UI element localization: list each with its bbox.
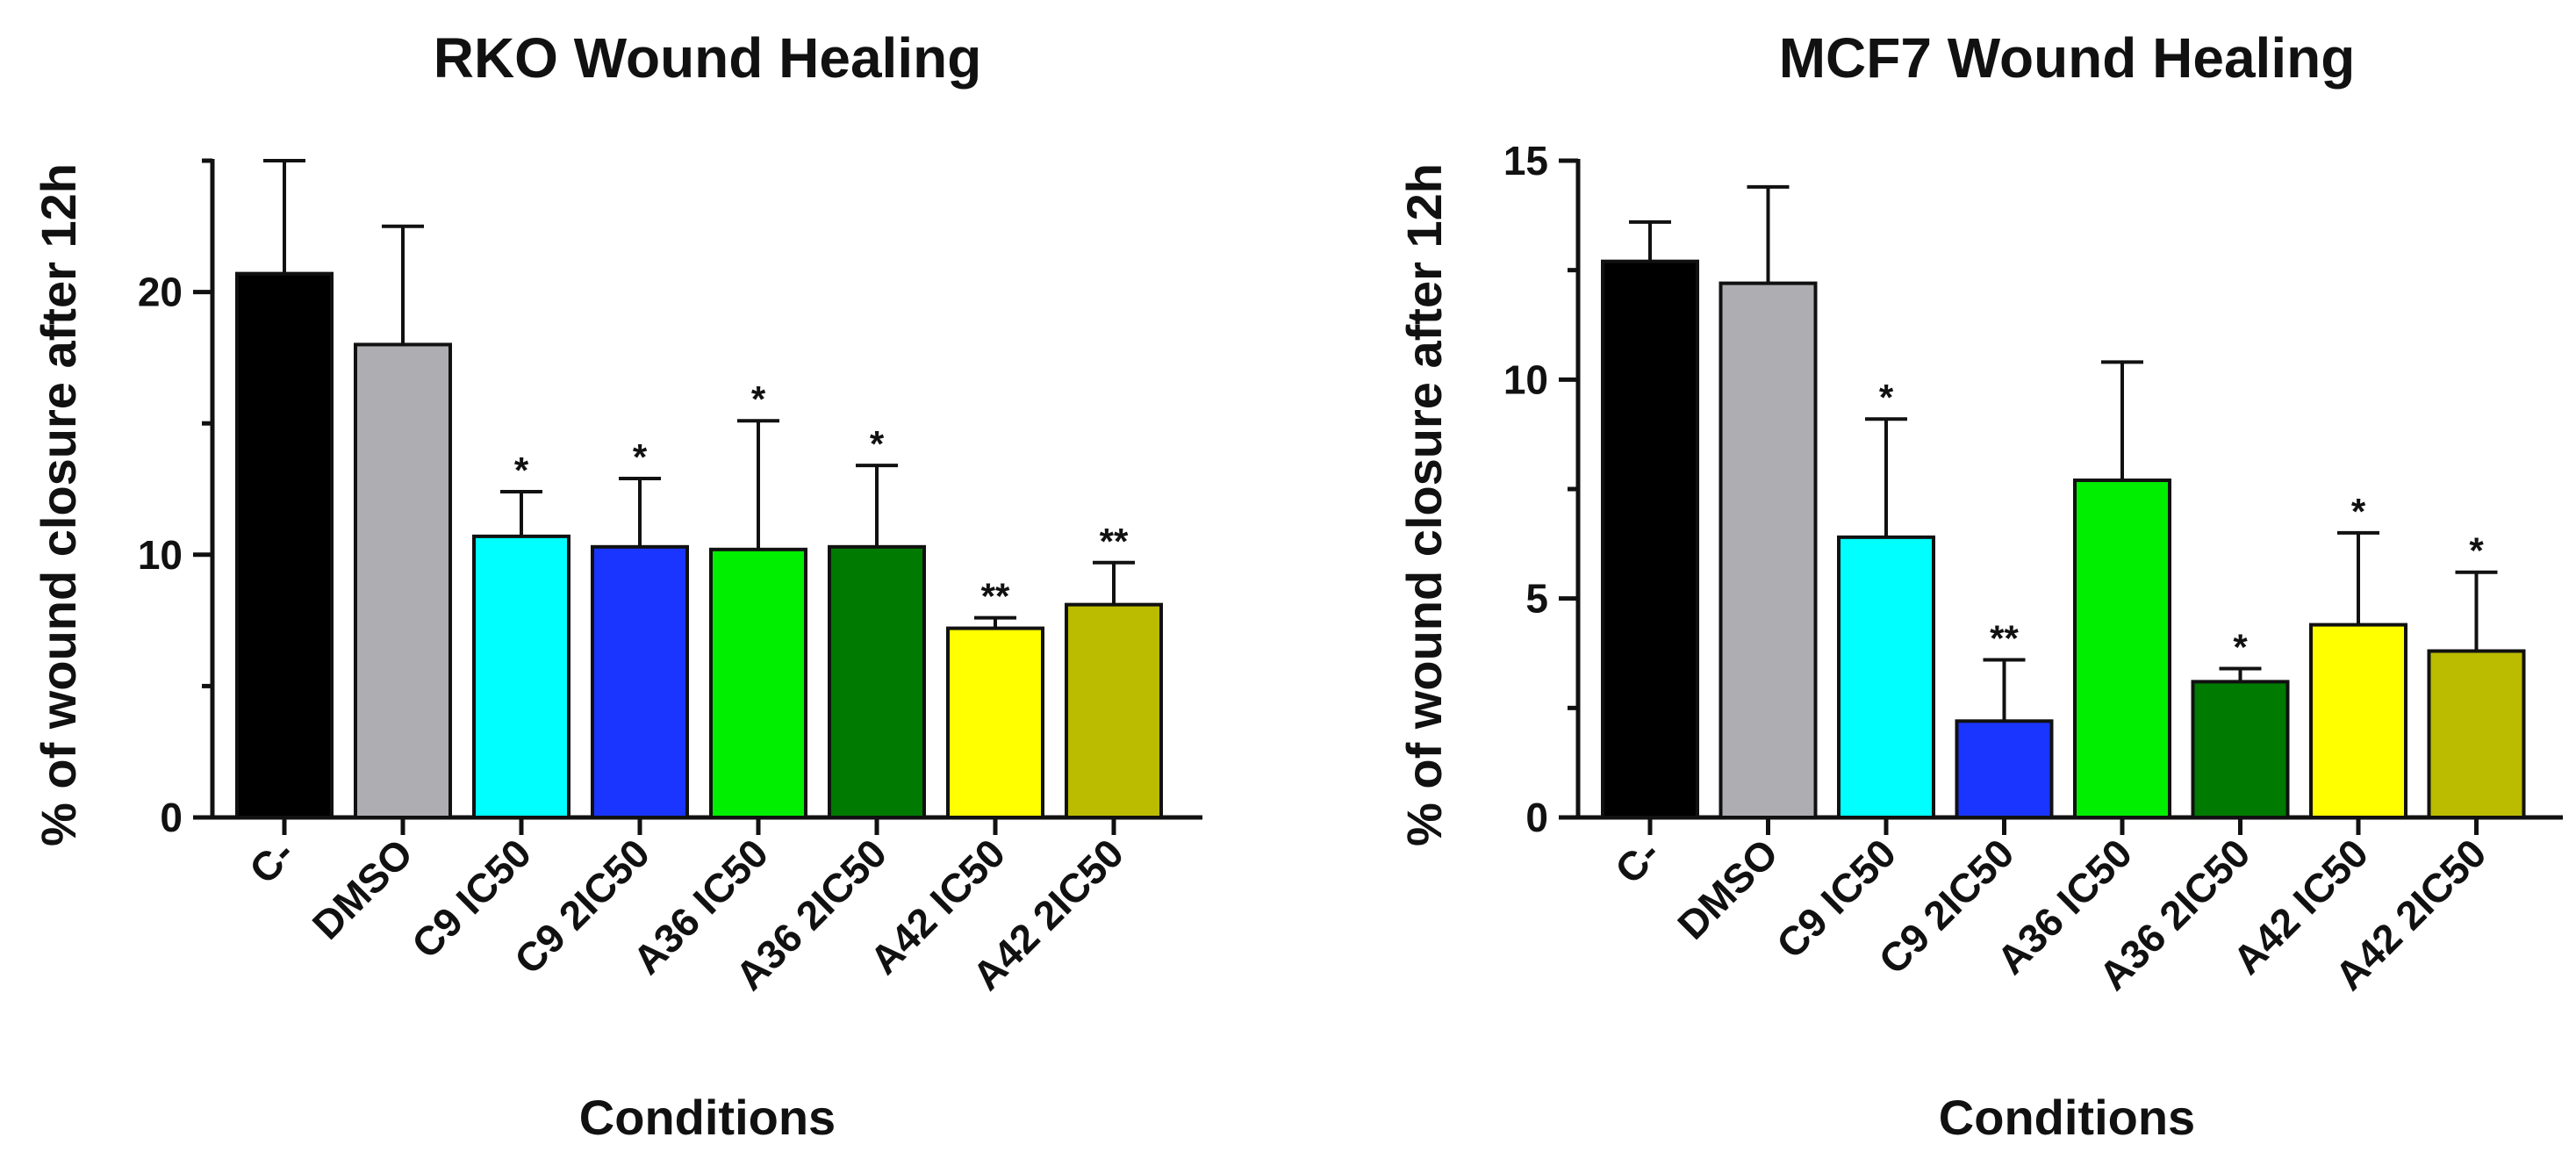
x-tick-label: C- (1606, 830, 1668, 892)
bar (1955, 719, 2054, 819)
significance-label: * (633, 436, 648, 478)
significance-label: * (1879, 377, 1894, 418)
bar (709, 547, 807, 819)
y-tick-label: 5 (1525, 576, 1548, 622)
rko-chart: RKO Wound Healing % of wound closure aft… (31, 26, 1202, 1145)
significance-label: * (2233, 626, 2248, 667)
significance-label: * (2351, 491, 2366, 532)
bar (591, 544, 689, 819)
bar (354, 342, 452, 819)
bar (946, 626, 1044, 819)
y-tick-label: 0 (160, 795, 183, 840)
bar (2191, 680, 2290, 819)
bar (828, 544, 926, 819)
significance-label: * (870, 423, 885, 464)
x-axis-label: Conditions (1939, 1090, 2195, 1145)
y-axis-label: % of wound closure after 12h (31, 163, 86, 846)
bar (2427, 649, 2526, 819)
significance-label: * (751, 378, 766, 420)
bar (472, 534, 570, 820)
significance-label: ** (1990, 617, 2019, 659)
x-tick-label: DMSO (1668, 830, 1786, 947)
x-axis-label: Conditions (579, 1090, 836, 1145)
bar (1601, 259, 1699, 819)
y-tick-label: 10 (138, 532, 183, 578)
y-tick-label: 15 (1503, 138, 1548, 184)
y-tick-label: 20 (138, 270, 183, 315)
bar (2309, 623, 2407, 819)
x-tick-label: DMSO (304, 830, 421, 947)
bar (2073, 479, 2171, 819)
mcf7-chart: MCF7 Wound Healing % of wound closure af… (1396, 26, 2563, 1145)
bar (1719, 281, 1818, 820)
chart-title: RKO Wound Healing (434, 26, 982, 90)
y-tick-label: 10 (1503, 356, 1548, 402)
bar (235, 271, 334, 819)
significance-label: * (2469, 530, 2484, 572)
significance-label: ** (981, 576, 1010, 617)
y-axis-label: % of wound closure after 12h (1396, 163, 1452, 846)
bar (1065, 602, 1163, 820)
bar (1837, 535, 1935, 819)
y-tick-label: 0 (1525, 795, 1548, 840)
significance-label: ** (1100, 521, 1129, 562)
chart-title: MCF7 Wound Healing (1779, 26, 2356, 90)
x-tick-label: C- (240, 830, 303, 892)
significance-label: * (514, 450, 529, 491)
